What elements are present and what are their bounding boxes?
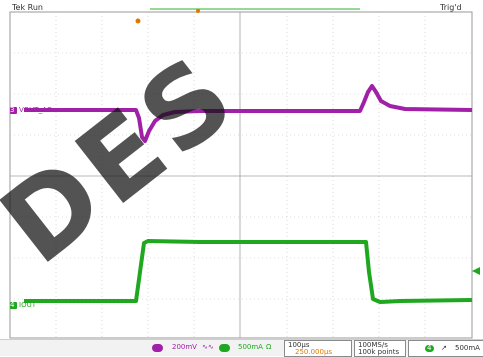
ch3-waveform — [24, 84, 473, 143]
status-bar: 200mV ∿∿ 500mA Ω 100µs 250.000µs 100MS/s… — [0, 339, 483, 357]
ch3-number: 3 — [10, 106, 15, 114]
acquisition-box[interactable]: 100MS/s 100k points — [354, 340, 406, 357]
trigger-position: 250.000µs — [295, 348, 333, 356]
trigger-source-badge — [425, 345, 434, 352]
trigger-level-marker — [472, 267, 480, 275]
ch4-coupling: Ω — [266, 343, 272, 351]
timebase-box[interactable]: 100µs 250.000µs — [284, 340, 352, 357]
trigger-box[interactable]: 4 ↗ 500mA — [408, 340, 483, 357]
ch4-waveform — [24, 239, 473, 304]
expansion-point-marker — [196, 9, 200, 13]
timebase-scale: 100µs — [288, 341, 310, 349]
record-length: 100k points — [358, 348, 400, 356]
ch3-coupling: ∿∿ — [202, 343, 214, 351]
trigger-source: 4 — [427, 344, 432, 352]
ch4-badge[interactable] — [219, 344, 230, 352]
rising-edge-icon: ↗ — [441, 344, 447, 352]
ch4-label: IOUT — [19, 301, 36, 309]
watermark-text: DES — [0, 30, 260, 288]
ch4-scale: 500mA — [238, 343, 263, 351]
ch3-label: VOUT_AC — [19, 106, 52, 114]
trigger-status: Trig'd — [440, 3, 462, 12]
ch4-number: 4 — [10, 301, 15, 309]
trigger-level: 500mA — [455, 344, 480, 352]
ch3-badge[interactable] — [152, 344, 163, 352]
sample-rate: 100MS/s — [358, 341, 388, 349]
graticule-frame — [9, 11, 473, 339]
trigger-position-marker — [135, 18, 141, 24]
graticule-center-axes — [10, 12, 472, 338]
acquisition-status: Tek Run — [12, 3, 43, 12]
ch3-scale: 200mV — [172, 343, 197, 351]
